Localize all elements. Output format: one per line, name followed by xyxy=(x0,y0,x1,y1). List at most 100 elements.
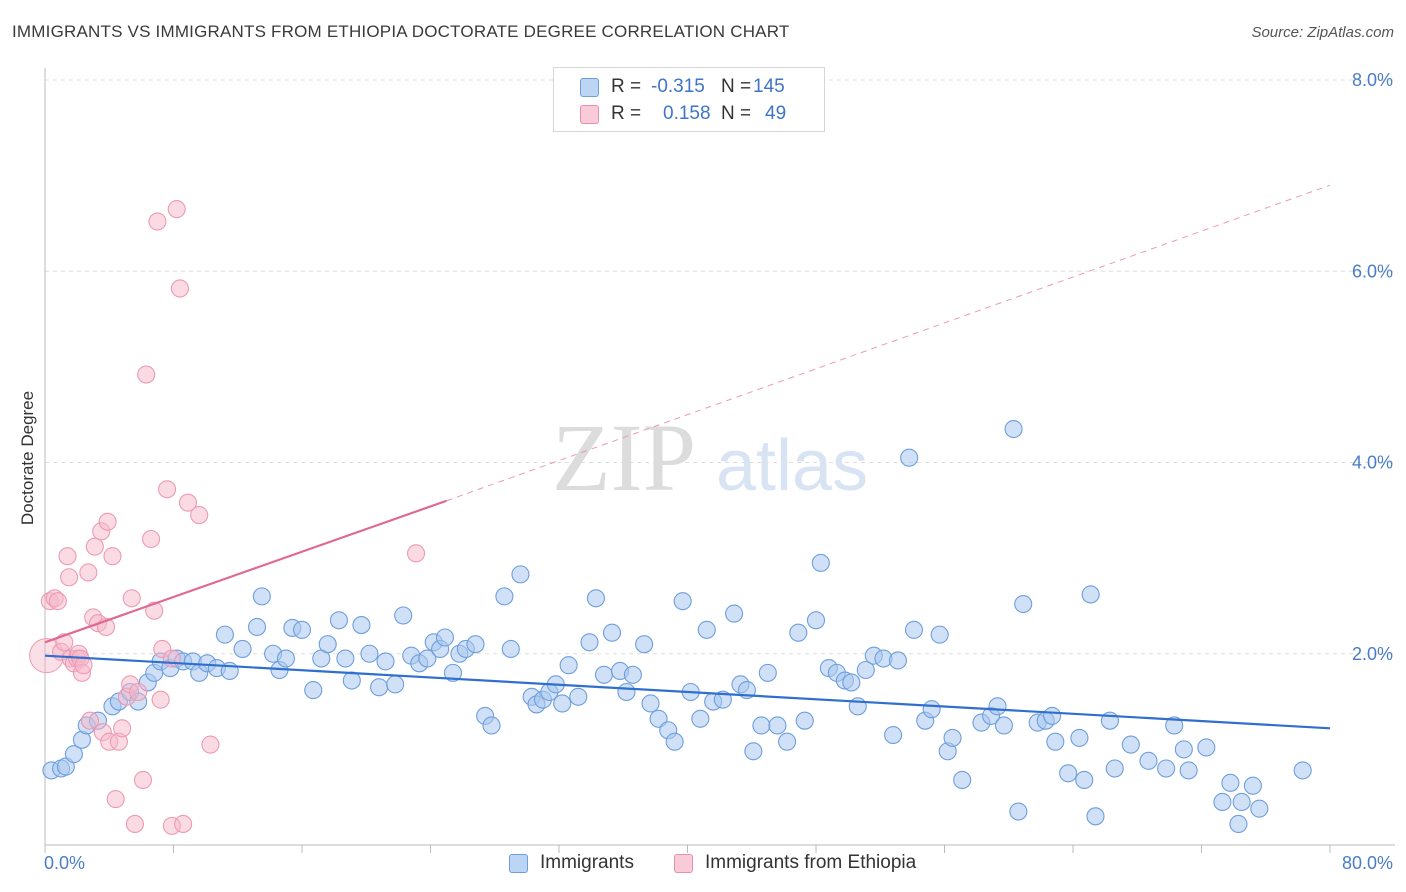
data-point-immigrants xyxy=(795,711,814,730)
series-legend: Immigrants Immigrants from Ethiopia xyxy=(0,852,1406,876)
data-point-immigrants xyxy=(376,652,395,671)
legend-swatch-immigrants xyxy=(580,77,599,97)
trend-lines xyxy=(44,184,1331,730)
data-point-ethiopia xyxy=(141,529,161,549)
legend-swatch-ethiopia xyxy=(674,853,693,873)
data-point-immigrants xyxy=(900,448,919,467)
data-point-ethiopia xyxy=(148,212,167,231)
data-point-ethiopia xyxy=(80,711,100,730)
data-point-immigrants xyxy=(559,656,578,675)
source-credit: Source: ZipAtlas.com xyxy=(1251,24,1394,41)
data-point-immigrants xyxy=(1293,761,1312,780)
data-point-immigrants xyxy=(744,742,763,761)
legend-n-value: 145 xyxy=(753,76,785,97)
legend-r-label: R = xyxy=(611,103,642,124)
data-point-ethiopia xyxy=(74,656,93,675)
data-point-immigrants xyxy=(318,635,337,654)
data-point-immigrants xyxy=(922,700,941,719)
data-point-immigrants xyxy=(697,620,716,639)
tick-labels: 2.0% 4.0% 6.0% 8.0% 0.0% 80.0% xyxy=(44,70,1393,873)
data-point-immigrants xyxy=(329,611,348,630)
data-point-immigrants xyxy=(635,635,654,654)
y-tick-label: 8.0% xyxy=(1352,70,1393,90)
correlation-legend: R = -0.315 N = 145 R = 0.158 N = 49 xyxy=(553,67,825,132)
trend-line-ethiopia xyxy=(44,499,447,644)
series-immigrants-points xyxy=(42,419,1312,834)
data-point-immigrants xyxy=(1229,814,1248,834)
data-point-immigrants xyxy=(930,625,949,644)
data-point-immigrants xyxy=(501,639,520,659)
trend-line-ethiopia-extension xyxy=(446,184,1331,502)
data-point-ethiopia xyxy=(85,537,104,556)
data-point-immigrants xyxy=(1105,759,1124,778)
data-point-ethiopia xyxy=(137,365,156,384)
data-point-immigrants xyxy=(394,606,413,625)
data-point-ethiopia xyxy=(98,512,117,531)
data-point-immigrants xyxy=(641,694,660,713)
data-point-immigrants xyxy=(1250,799,1269,818)
y-tick-label: 6.0% xyxy=(1352,261,1393,281)
data-point-immigrants xyxy=(482,716,501,735)
data-point-ethiopia xyxy=(133,770,153,790)
data-point-immigrants xyxy=(370,678,389,697)
data-point-immigrants xyxy=(276,649,295,668)
data-point-immigrants xyxy=(1174,740,1193,759)
data-point-immigrants xyxy=(617,682,636,702)
data-point-immigrants xyxy=(304,681,323,700)
data-point-ethiopia xyxy=(178,493,198,512)
data-point-immigrants xyxy=(1243,776,1262,795)
data-point-ethiopia xyxy=(103,547,122,566)
data-point-immigrants xyxy=(1139,751,1158,770)
data-point-immigrants xyxy=(386,675,405,694)
data-point-immigrants xyxy=(511,565,530,584)
legend-swatch-ethiopia xyxy=(580,104,599,124)
data-point-immigrants xyxy=(623,665,642,684)
legend-n-label: N = xyxy=(721,103,752,124)
data-point-ethiopia xyxy=(406,544,426,563)
watermark-zip: ZIP xyxy=(552,404,696,511)
data-point-immigrants xyxy=(1086,807,1105,826)
data-point-ethiopia xyxy=(122,589,141,608)
data-point-immigrants xyxy=(292,620,312,639)
legend-n-value: 49 xyxy=(765,103,787,124)
data-point-immigrants xyxy=(789,623,808,642)
data-point-immigrants xyxy=(1009,802,1028,821)
x-tick-label: 0.0% xyxy=(44,853,85,873)
data-point-immigrants xyxy=(1070,728,1089,747)
data-point-ethiopia xyxy=(113,719,132,738)
data-point-immigrants xyxy=(553,694,572,713)
data-point-immigrants xyxy=(1121,735,1140,754)
data-point-immigrants xyxy=(752,716,771,735)
data-point-immigrants xyxy=(580,633,599,652)
data-point-immigrants xyxy=(768,716,787,735)
legend-row-immigrants: R = -0.315 N = 145 xyxy=(580,75,785,99)
data-point-immigrants xyxy=(856,660,875,680)
data-point-immigrants xyxy=(360,644,379,663)
y-tick-label: 4.0% xyxy=(1352,453,1393,473)
legend-label-immigrants: Immigrants xyxy=(540,852,634,873)
data-point-ethiopia xyxy=(201,735,220,754)
legend-r-value: -0.315 xyxy=(651,76,705,97)
data-point-immigrants xyxy=(1004,419,1023,439)
data-point-immigrants xyxy=(1221,773,1240,792)
data-point-immigrants xyxy=(1165,716,1184,735)
data-point-ethiopia xyxy=(60,568,79,587)
data-point-immigrants xyxy=(758,663,777,682)
data-point-ethiopia xyxy=(158,480,177,499)
data-point-immigrants xyxy=(811,553,830,572)
watermark: ZIP atlas xyxy=(552,404,868,511)
data-point-immigrants xyxy=(342,671,361,690)
data-point-immigrants xyxy=(495,587,514,606)
data-point-immigrants xyxy=(994,716,1013,735)
data-point-immigrants xyxy=(953,770,972,790)
data-point-immigrants xyxy=(806,611,826,630)
data-point-immigrants xyxy=(1081,585,1100,604)
data-point-immigrants xyxy=(888,651,907,670)
data-point-immigrants xyxy=(943,728,962,747)
data-point-immigrants xyxy=(443,663,463,682)
data-point-immigrants xyxy=(215,625,234,644)
legend-r-value: 0.158 xyxy=(663,103,711,124)
legend-r-label: R = xyxy=(611,76,642,97)
grid-lines xyxy=(45,79,1395,655)
